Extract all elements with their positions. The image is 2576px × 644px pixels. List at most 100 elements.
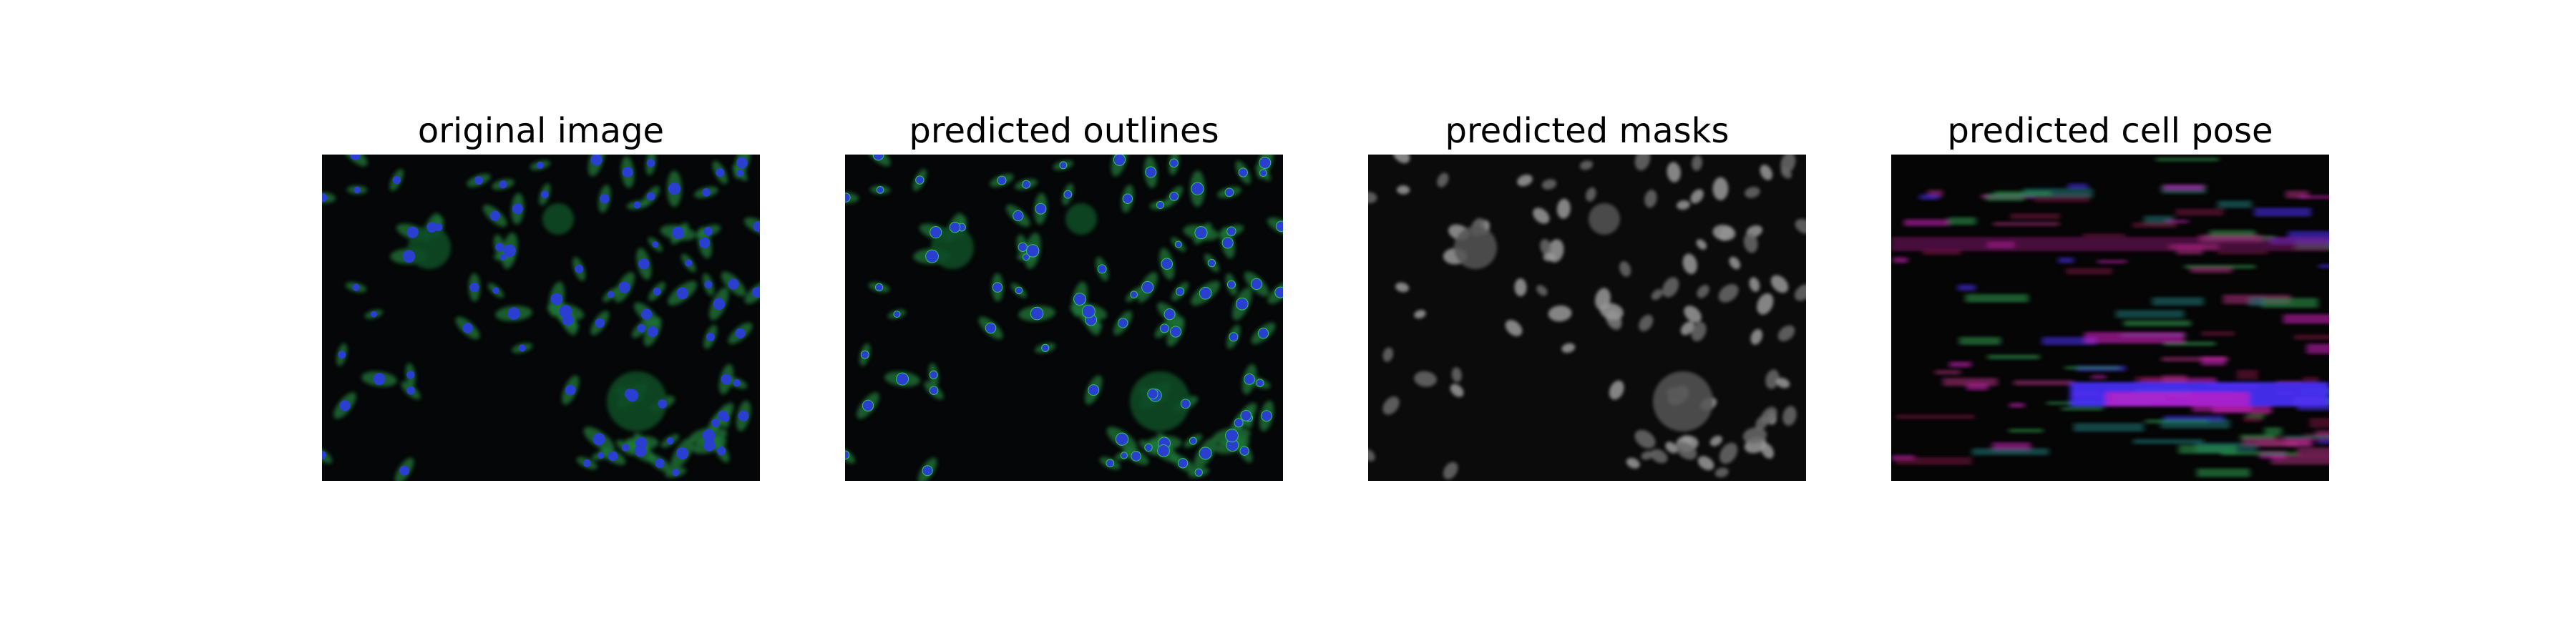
cell-nucleus: [922, 465, 933, 477]
cell-nucleus: [352, 283, 360, 291]
cell-nucleus: [652, 241, 659, 248]
cell-mask: [1794, 284, 1806, 301]
cell-nucleus: [1013, 210, 1024, 222]
cell-nucleus: [876, 185, 884, 194]
cell-nucleus: [1059, 161, 1068, 170]
cell-mask: [1397, 185, 1410, 195]
cell-nucleus: [495, 243, 504, 252]
flow-streak: [2298, 195, 2329, 199]
cell-nucleus: [1224, 187, 1234, 197]
cell-nucleus: [1157, 444, 1170, 457]
cell-nucleus: [751, 287, 760, 298]
cell-mask: [1382, 396, 1400, 415]
flow-streak: [2064, 366, 2120, 370]
cell-nucleus: [1026, 244, 1040, 258]
cell-body: [408, 226, 451, 269]
predicted-outlines-image: [845, 155, 1283, 481]
cell-mask: [1382, 347, 1394, 362]
cell-mask: [1443, 462, 1458, 479]
cell-nucleus: [1141, 280, 1154, 294]
cell-mask: [1626, 457, 1640, 469]
cell-mask: [1650, 449, 1668, 464]
cell-nucleus: [633, 201, 641, 209]
flow-streak: [2175, 208, 2224, 216]
cell-mask: [1641, 451, 1654, 460]
cell-nucleus: [590, 155, 602, 166]
flow-streak: [2209, 230, 2255, 238]
cell-nucleus: [716, 447, 726, 456]
cell-mask: [1514, 278, 1527, 297]
cell-mask: [1414, 310, 1426, 319]
cell-nucleus: [1022, 253, 1030, 261]
cell-nucleus: [1106, 459, 1115, 468]
flow-streak: [2161, 356, 2228, 362]
cell-nucleus: [736, 169, 744, 177]
cell-nucleus: [1259, 169, 1267, 177]
cell-nucleus: [896, 372, 909, 386]
flow-streak: [2283, 314, 2329, 324]
original-image: [322, 155, 760, 481]
cell-nucleus: [1130, 291, 1138, 299]
cell-mask: [1719, 442, 1738, 464]
cell-nucleus: [640, 308, 653, 320]
cell-mask: [1750, 328, 1763, 345]
cell-nucleus: [582, 459, 591, 467]
cell-nucleus: [845, 450, 850, 460]
cell-nucleus: [600, 193, 610, 204]
cell-mask: [1795, 219, 1806, 234]
flow-streak: [2221, 452, 2297, 456]
cell-nucleus: [1191, 182, 1204, 195]
flow-streak: [1993, 222, 2059, 226]
cell-nucleus: [655, 458, 665, 468]
cell-body: [542, 203, 574, 235]
cell-nucleus: [1261, 410, 1272, 422]
cell-nucleus: [1159, 323, 1169, 333]
cell-mask: [1517, 174, 1533, 187]
cell-nucleus: [668, 182, 681, 195]
cell-body: [931, 226, 974, 269]
flow-streak: [2009, 403, 2025, 408]
cell-nucleus: [738, 410, 749, 421]
predicted-cell-pose-image: [1891, 155, 2329, 481]
cell-nucleus: [507, 307, 520, 320]
cell-nucleus: [711, 418, 721, 427]
flow-streak: [2254, 208, 2311, 217]
cell-mask: [1589, 203, 1620, 235]
cell-nucleus: [469, 282, 479, 293]
cell-nucleus: [1259, 157, 1272, 169]
cell-nucleus: [717, 410, 728, 421]
cell-mask: [1454, 226, 1497, 269]
cell-nucleus: [402, 250, 416, 263]
cell-nucleus: [338, 351, 346, 359]
panel-title: predicted cell pose: [1947, 111, 2273, 151]
flow-streak: [1948, 217, 1976, 225]
cell-mask: [1696, 239, 1707, 250]
cell-mask: [1541, 179, 1557, 190]
cell-nucleus: [622, 166, 633, 178]
flow-streak: [2190, 266, 2233, 273]
flow-streak: [2097, 260, 2127, 263]
cell-nucleus: [653, 287, 661, 296]
cell-nucleus: [1229, 332, 1239, 342]
cell-nucleus: [702, 187, 711, 197]
flow-streak: [2160, 419, 2230, 429]
cell-mask: [1609, 380, 1624, 400]
cell-nucleus: [607, 291, 615, 298]
cell-nucleus: [1226, 280, 1236, 289]
cell-nucleus: [1169, 158, 1179, 168]
cell-mask: [1548, 305, 1572, 322]
cell-mask: [1682, 253, 1697, 275]
cell-nucleus: [699, 237, 711, 248]
cell-nucleus: [1238, 167, 1248, 177]
cell-nucleus: [1175, 287, 1185, 296]
flow-streak: [2133, 439, 2204, 444]
cell-nucleus: [550, 293, 563, 306]
cell-mask: [1712, 225, 1736, 241]
cell-mask: [1586, 187, 1596, 202]
flow-streak: [2196, 468, 2250, 477]
cell-nucleus: [1250, 278, 1263, 291]
flow-streak: [1896, 414, 1975, 419]
flow-streak: [1903, 219, 1949, 226]
cell-nucleus: [634, 444, 647, 457]
cell-nucleus: [1063, 190, 1073, 199]
